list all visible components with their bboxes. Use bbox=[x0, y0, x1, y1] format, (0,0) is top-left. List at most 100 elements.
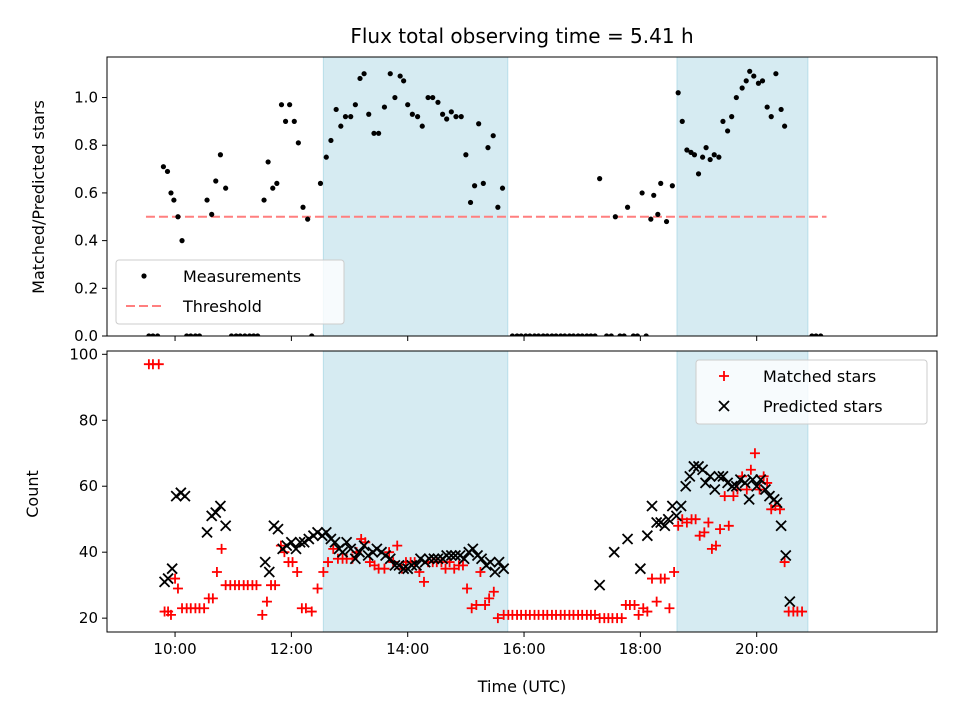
data-point bbox=[272, 523, 284, 535]
data-point bbox=[349, 553, 361, 565]
data-point bbox=[755, 80, 762, 86]
data-point bbox=[719, 491, 730, 502]
data-point bbox=[663, 218, 670, 225]
data-point bbox=[397, 73, 403, 79]
data-point bbox=[651, 516, 663, 529]
data-point bbox=[492, 613, 503, 624]
data-point bbox=[634, 333, 641, 336]
legend-box bbox=[695, 359, 928, 425]
data-point bbox=[495, 204, 501, 210]
y-tick-label: 40 bbox=[79, 543, 98, 561]
data-point bbox=[715, 524, 726, 535]
data-point bbox=[170, 490, 182, 502]
data-point bbox=[430, 94, 436, 101]
data-point bbox=[214, 500, 227, 512]
data-point bbox=[484, 556, 496, 568]
data-point bbox=[699, 154, 706, 160]
data-point bbox=[778, 106, 784, 113]
data-point bbox=[784, 596, 796, 608]
data-point bbox=[171, 197, 177, 203]
data-point bbox=[233, 333, 239, 336]
data-point bbox=[721, 477, 734, 489]
data-point bbox=[684, 470, 696, 482]
data-point bbox=[739, 477, 751, 489]
data-point bbox=[746, 473, 759, 486]
data-point bbox=[448, 109, 454, 115]
data-point bbox=[553, 333, 559, 336]
data-point bbox=[389, 559, 401, 572]
data-point bbox=[690, 514, 701, 525]
data-point bbox=[475, 566, 486, 577]
data-point bbox=[251, 580, 262, 591]
data-point bbox=[217, 152, 224, 158]
data-point bbox=[379, 549, 392, 562]
data-point bbox=[704, 470, 716, 482]
data-point bbox=[728, 491, 739, 502]
data-point bbox=[699, 477, 712, 489]
data-point bbox=[328, 137, 334, 144]
data-point bbox=[643, 333, 649, 336]
data-point bbox=[192, 333, 199, 336]
data-point bbox=[387, 71, 393, 77]
data-point bbox=[261, 197, 267, 203]
data-point bbox=[723, 520, 734, 531]
data-point bbox=[617, 333, 623, 336]
data-point bbox=[358, 539, 370, 552]
data-point bbox=[259, 556, 271, 568]
data-point bbox=[345, 543, 357, 555]
data-point bbox=[734, 473, 747, 486]
shaded-interval-1 bbox=[322, 56, 509, 337]
data-point bbox=[484, 593, 495, 604]
data-point bbox=[566, 333, 573, 336]
data-point bbox=[818, 333, 824, 336]
data-point bbox=[361, 71, 367, 77]
data-point bbox=[549, 333, 555, 336]
data-point bbox=[514, 333, 520, 336]
data-point bbox=[592, 333, 598, 336]
data-point bbox=[453, 114, 459, 120]
data-point bbox=[409, 111, 415, 117]
data-point bbox=[633, 609, 644, 620]
data-point bbox=[216, 543, 227, 554]
data-point bbox=[485, 145, 491, 151]
legend-marker bbox=[719, 371, 729, 381]
data-point bbox=[275, 540, 286, 551]
data-point bbox=[658, 180, 664, 186]
data-point bbox=[220, 520, 232, 532]
data-point bbox=[659, 520, 671, 532]
data-point bbox=[188, 333, 194, 336]
data-point bbox=[384, 553, 396, 565]
data-point bbox=[535, 333, 542, 336]
data-point bbox=[204, 197, 210, 203]
data-point bbox=[670, 510, 683, 522]
data-point bbox=[471, 599, 482, 610]
data-point bbox=[287, 102, 293, 108]
data-point bbox=[597, 176, 603, 182]
data-point bbox=[612, 214, 618, 220]
data-point bbox=[531, 333, 538, 336]
data-point bbox=[588, 333, 594, 336]
data-point bbox=[184, 333, 190, 336]
data-point bbox=[703, 145, 709, 151]
data-point bbox=[666, 500, 678, 512]
data-point bbox=[634, 563, 647, 575]
data-point bbox=[480, 599, 491, 610]
data-point bbox=[170, 573, 181, 584]
data-point bbox=[498, 563, 510, 575]
x-tick-label: 10:00 bbox=[153, 640, 196, 658]
data-point bbox=[651, 192, 657, 198]
shaded-interval-2 bbox=[676, 56, 809, 337]
data-point bbox=[493, 556, 505, 568]
y-tick-label: 60 bbox=[79, 477, 98, 495]
data-point bbox=[570, 333, 577, 336]
data-point bbox=[318, 566, 329, 577]
data-point bbox=[733, 94, 739, 101]
data-point bbox=[745, 464, 756, 475]
data-point bbox=[475, 553, 488, 565]
data-point bbox=[476, 121, 482, 127]
data-point bbox=[376, 130, 382, 136]
data-point bbox=[295, 140, 301, 146]
data-point bbox=[425, 94, 431, 101]
data-point bbox=[458, 553, 470, 565]
y-tick-label: 20 bbox=[79, 609, 98, 627]
